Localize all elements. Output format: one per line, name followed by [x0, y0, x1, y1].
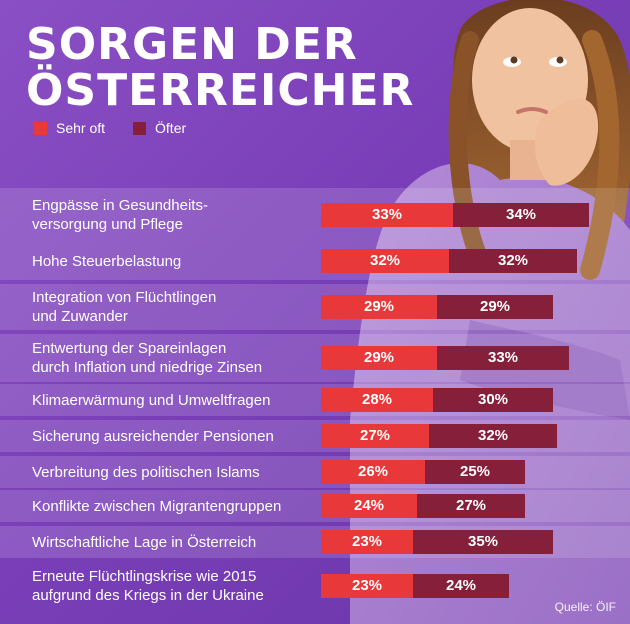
- chart-row: Konflikte zwischen Migrantengruppen 24% 27…: [0, 490, 630, 522]
- category-label: Erneute Flüchtlingskrise wie 2015 aufgrun…: [32, 568, 264, 604]
- bar-oefter: 35%: [413, 530, 553, 554]
- data-label: 26%: [357, 463, 389, 480]
- data-label: 35%: [467, 533, 499, 550]
- legend-swatch-oefter: [133, 121, 147, 135]
- data-label: 29%: [479, 298, 511, 315]
- legend-label-sehr-oft: Sehr oft: [56, 120, 106, 136]
- bar-sehr-oft: 32%: [321, 249, 449, 273]
- legend-item-sehr-oft: Sehr oft: [34, 120, 105, 136]
- data-label: 23%: [351, 533, 383, 550]
- bar-sehr-oft: 29%: [321, 295, 437, 319]
- data-label: 32%: [369, 252, 401, 269]
- bar-sehr-oft: 28%: [321, 388, 433, 412]
- bar-sehr-oft: 24%: [321, 494, 417, 518]
- bar-oefter: 32%: [429, 424, 557, 448]
- legend-item-oefter: Öfter: [133, 120, 186, 136]
- data-label: 24%: [353, 497, 385, 514]
- chart-row: Entwertung der Spareinlagen durch Inflati…: [0, 334, 630, 382]
- chart-row: Wirtschaftliche Lage in Österreich 23% 35%: [0, 526, 630, 558]
- chart-row: Engpässe in Gesundheits-versorgung und P…: [0, 188, 630, 242]
- category-label: Hohe Steuerbelastung: [32, 252, 182, 270]
- data-label: 34%: [505, 206, 537, 223]
- legend-swatch-sehr-oft: [34, 121, 47, 135]
- category-label: Engpässe in Gesundheits-versorgung und P…: [32, 197, 208, 233]
- data-label: 29%: [363, 298, 395, 315]
- bar-oefter: 33%: [437, 346, 569, 370]
- chart-row: Erneute Flüchtlingskrise wie 2015 aufgrun…: [0, 562, 630, 610]
- bar-oefter: 24%: [413, 574, 509, 598]
- source-note: Quelle: ÖIF: [554, 600, 616, 614]
- data-label: 29%: [363, 349, 395, 366]
- title-line-2: ÖSTERREICHER: [26, 65, 415, 116]
- data-label: 27%: [359, 427, 391, 444]
- chart-row: Hohe Steuerbelastung 32% 32%: [0, 242, 630, 280]
- data-label: 32%: [477, 427, 509, 444]
- legend: Sehr oft Öfter: [34, 120, 214, 136]
- bar-sehr-oft: 29%: [321, 346, 437, 370]
- bar-oefter: 29%: [437, 295, 553, 319]
- data-label: 28%: [361, 391, 393, 408]
- bar-sehr-oft: 26%: [321, 460, 425, 484]
- bar-oefter: 25%: [425, 460, 525, 484]
- bar-oefter: 30%: [433, 388, 553, 412]
- category-label: Wirtschaftliche Lage in Österreich: [32, 533, 257, 551]
- data-label: 23%: [351, 577, 383, 594]
- title-line-1: SORGEN DER: [26, 19, 358, 70]
- bar-sehr-oft: 23%: [321, 574, 413, 598]
- bar-oefter: 34%: [453, 203, 589, 227]
- category-label: Klimaerwärmung und Umweltfragen: [32, 391, 271, 409]
- data-label: 30%: [477, 391, 509, 408]
- bar-oefter: 27%: [417, 494, 525, 518]
- bar-sehr-oft: 23%: [321, 530, 413, 554]
- data-label: 33%: [487, 349, 519, 366]
- chart-row: Klimaerwärmung und Umweltfragen 28% 30%: [0, 384, 630, 416]
- category-label: Integration von Flüchtlingen und Zuwander: [32, 289, 217, 325]
- bar-sehr-oft: 27%: [321, 424, 429, 448]
- chart-row: Sicherung ausreichender Pensionen 27% 32%: [0, 420, 630, 452]
- chart-row: Integration von Flüchtlingen und Zuwander…: [0, 284, 630, 330]
- bar-sehr-oft: 33%: [321, 203, 453, 227]
- data-label: 24%: [445, 577, 477, 594]
- data-label: 33%: [371, 206, 403, 223]
- page-title: SORGEN DER ÖSTERREICHER: [26, 22, 414, 114]
- chart-row: Verbreitung des politischen Islams 26% 25%: [0, 456, 630, 488]
- legend-label-oefter: Öfter: [155, 120, 187, 136]
- category-label: Verbreitung des politischen Islams: [32, 463, 260, 481]
- bar-oefter: 32%: [449, 249, 577, 273]
- category-label: Konflikte zwischen Migrantengruppen: [32, 497, 282, 515]
- data-label: 32%: [497, 252, 529, 269]
- data-label: 25%: [459, 463, 491, 480]
- data-label: 27%: [455, 497, 487, 514]
- category-label: Sicherung ausreichender Pensionen: [32, 427, 274, 445]
- category-label: Entwertung der Spareinlagen durch Inflati…: [32, 340, 263, 376]
